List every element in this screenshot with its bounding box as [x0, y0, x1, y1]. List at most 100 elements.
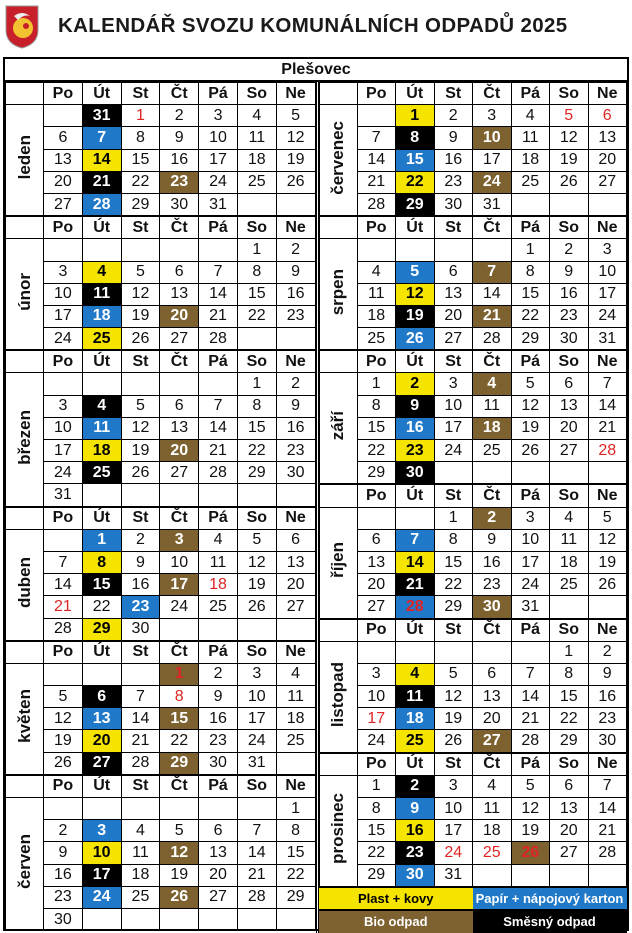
day-cell: 1: [275, 796, 316, 821]
weekday-header: Po: [356, 349, 396, 374]
day-cell: 21: [587, 416, 627, 441]
day-cell: 10: [43, 282, 83, 306]
empty-day-cell: [356, 506, 396, 530]
day-cell: 25: [356, 327, 396, 351]
month-label: červenec: [318, 104, 358, 217]
day-cell: 21: [198, 304, 238, 329]
day-cell: 2: [395, 774, 435, 799]
day-cell: 16: [433, 148, 473, 172]
day-cell: 28: [587, 841, 627, 865]
week-row: 15 16 17 18 19 20 21: [319, 416, 627, 441]
weekday-header: So: [549, 752, 589, 776]
weekday-header: So: [549, 215, 589, 240]
day-cell: 2: [275, 372, 316, 396]
legend-smesny: Směsný odpad: [472, 910, 627, 933]
week-row: prosinec 1 2 3 4 5 6 7: [318, 774, 627, 888]
day-cell: 2: [198, 662, 238, 687]
empty-day-cell: [433, 461, 473, 485]
day-cell: 5: [275, 104, 316, 128]
day-cell: 23: [275, 438, 316, 463]
weekday-header: Út: [395, 483, 435, 508]
empty-day-cell: [198, 617, 238, 642]
weekday-header: Pá: [198, 774, 238, 798]
day-cell: 29: [510, 327, 550, 351]
day-cell: 4: [356, 260, 396, 284]
legend-row: Bio odpad Směsný odpad: [319, 910, 627, 933]
month-label: leden: [5, 104, 44, 217]
week-row: 29 30 31: [319, 863, 627, 888]
day-cell: 20: [549, 416, 589, 441]
day-cell: 10: [510, 528, 550, 552]
day-cell: 28: [120, 751, 161, 776]
weekday-header: Pá: [510, 81, 550, 106]
day-cell: 12: [510, 796, 550, 821]
weekday-header: So: [236, 640, 277, 664]
week-row: červen 1: [5, 796, 316, 932]
day-cell: 25: [549, 573, 589, 597]
day-cell: 31: [236, 751, 277, 776]
day-cell: 10: [356, 685, 396, 709]
day-cell: 6: [433, 260, 473, 284]
village-name: Plešovec: [5, 59, 627, 82]
empty-day-cell: [587, 192, 627, 217]
month-name: červenec: [328, 120, 347, 195]
day-cell: 9: [549, 260, 589, 284]
day-cell: 14: [395, 550, 435, 575]
day-cell: 30: [159, 192, 200, 217]
header-spacer: [318, 483, 358, 508]
empty-day-cell: [587, 595, 627, 619]
day-cell: 17: [433, 416, 473, 441]
weekday-header: Ne: [587, 215, 627, 240]
day-cell: 2: [43, 819, 83, 843]
day-cell: 26: [510, 841, 550, 865]
empty-day-cell: [356, 640, 396, 664]
day-cell: 26: [275, 170, 316, 194]
empty-day-cell: [120, 796, 161, 821]
week-row: 17 18 19 20 21 22 23: [319, 707, 627, 731]
week-row: 14 15 16 17 18 19 20: [319, 148, 627, 172]
day-cell: 23: [549, 304, 589, 329]
weekday-header: Pá: [510, 349, 550, 374]
day-cell: 19: [395, 304, 435, 329]
week-row: 22 23 24 25 26 27 28: [319, 438, 627, 463]
calendar-column-left: Po Út St Čt Pá So Ne leden 31 1 2 3 4 5 6 7 8 9 10 11 12 13 14…: [5, 81, 319, 933]
header-spacer: [5, 774, 44, 798]
day-cell: 24: [198, 170, 238, 194]
weekday-header-row: Po Út St Čt Pá So Ne: [5, 774, 316, 798]
day-cell: 2: [395, 372, 435, 396]
day-cell: 14: [120, 707, 161, 731]
day-cell: 11: [510, 126, 550, 150]
empty-day-cell: [395, 640, 435, 664]
day-cell: 15: [81, 573, 122, 597]
empty-day-cell: [198, 907, 238, 932]
day-cell: 11: [81, 416, 122, 441]
day-cell: 21: [587, 819, 627, 843]
day-cell: 10: [587, 260, 627, 284]
weekday-header: Čt: [472, 81, 512, 106]
empty-day-cell: [510, 461, 550, 485]
day-cell: 15: [356, 416, 396, 441]
day-cell: 10: [433, 394, 473, 418]
day-cell: 17: [587, 282, 627, 306]
day-cell: 11: [549, 528, 589, 552]
header-spacer: [5, 506, 44, 530]
day-cell: 9: [433, 126, 473, 150]
day-cell: 18: [120, 863, 161, 887]
day-cell: 3: [43, 394, 83, 418]
weekday-header: Ne: [275, 774, 316, 798]
day-cell: 26: [510, 438, 550, 463]
empty-day-cell: [549, 595, 589, 619]
weekday-header: Út: [81, 774, 122, 798]
day-cell: 25: [472, 841, 512, 865]
day-cell: 24: [159, 595, 200, 619]
weekday-header: So: [549, 81, 589, 106]
week-row: 6 7 8 9 10 11 12: [319, 528, 627, 552]
day-cell: 23: [275, 304, 316, 329]
day-cell: 30: [43, 907, 83, 932]
month-name: březen: [14, 409, 34, 465]
empty-day-cell: [198, 483, 238, 508]
day-cell: 26: [236, 595, 277, 619]
day-cell: 31: [510, 595, 550, 619]
